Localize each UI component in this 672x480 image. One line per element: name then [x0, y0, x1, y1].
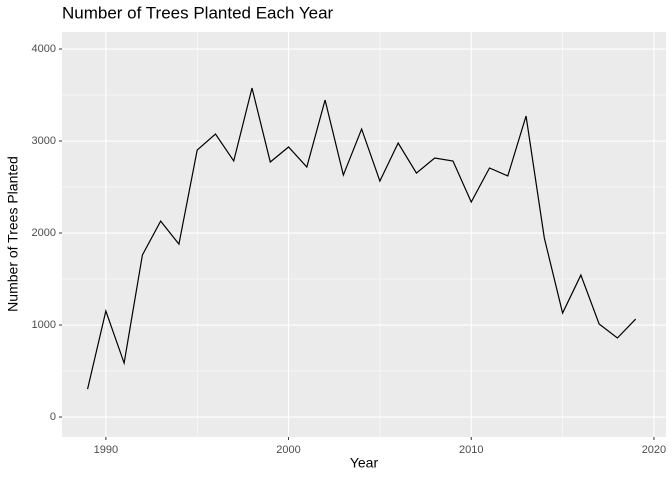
x-tick-label: 1990: [94, 444, 118, 456]
y-axis-title: Number of Trees Planted: [5, 156, 21, 312]
y-tick-label: 0: [50, 411, 56, 423]
x-tick-label: 2020: [642, 444, 666, 456]
y-tick-label: 3000: [32, 135, 56, 147]
x-tick-label: 2000: [276, 444, 300, 456]
data-line: [86, 87, 637, 390]
plot-panel: [62, 32, 666, 437]
y-tick-label: 2000: [32, 227, 56, 239]
x-tick-label: 2010: [459, 444, 483, 456]
chart-title: Number of Trees Planted Each Year: [62, 3, 334, 22]
y-tick-label: 4000: [32, 43, 56, 55]
x-axis-title: Year: [350, 455, 379, 471]
y-tick-label: 1000: [32, 319, 56, 331]
